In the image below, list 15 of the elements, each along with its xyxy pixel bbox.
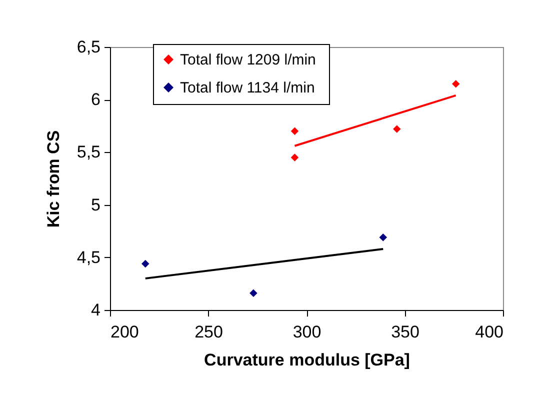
x-tick-label: 200 xyxy=(110,322,139,342)
x-tick-label: 300 xyxy=(292,322,322,342)
y-tick-label: 6,5 xyxy=(76,38,100,56)
y-tick-label: 5 xyxy=(91,195,100,214)
x-tick-label: 250 xyxy=(194,322,223,342)
x-tick-label: 400 xyxy=(475,322,504,342)
y-axis-title: Kic from CS xyxy=(44,130,63,228)
y-tick-label: 4 xyxy=(91,300,100,320)
y-tick-label: 5,5 xyxy=(76,142,100,162)
legend-label: Total flow 1209 l/min xyxy=(180,52,316,68)
legend-label: Total flow 1134 l/min xyxy=(180,80,315,96)
y-tick-label: 4,5 xyxy=(76,248,100,267)
x-axis-title: Curvature modulus [GPa] xyxy=(204,350,410,370)
y-tick-label: 6 xyxy=(91,90,100,110)
x-tick-label: 350 xyxy=(391,322,420,342)
